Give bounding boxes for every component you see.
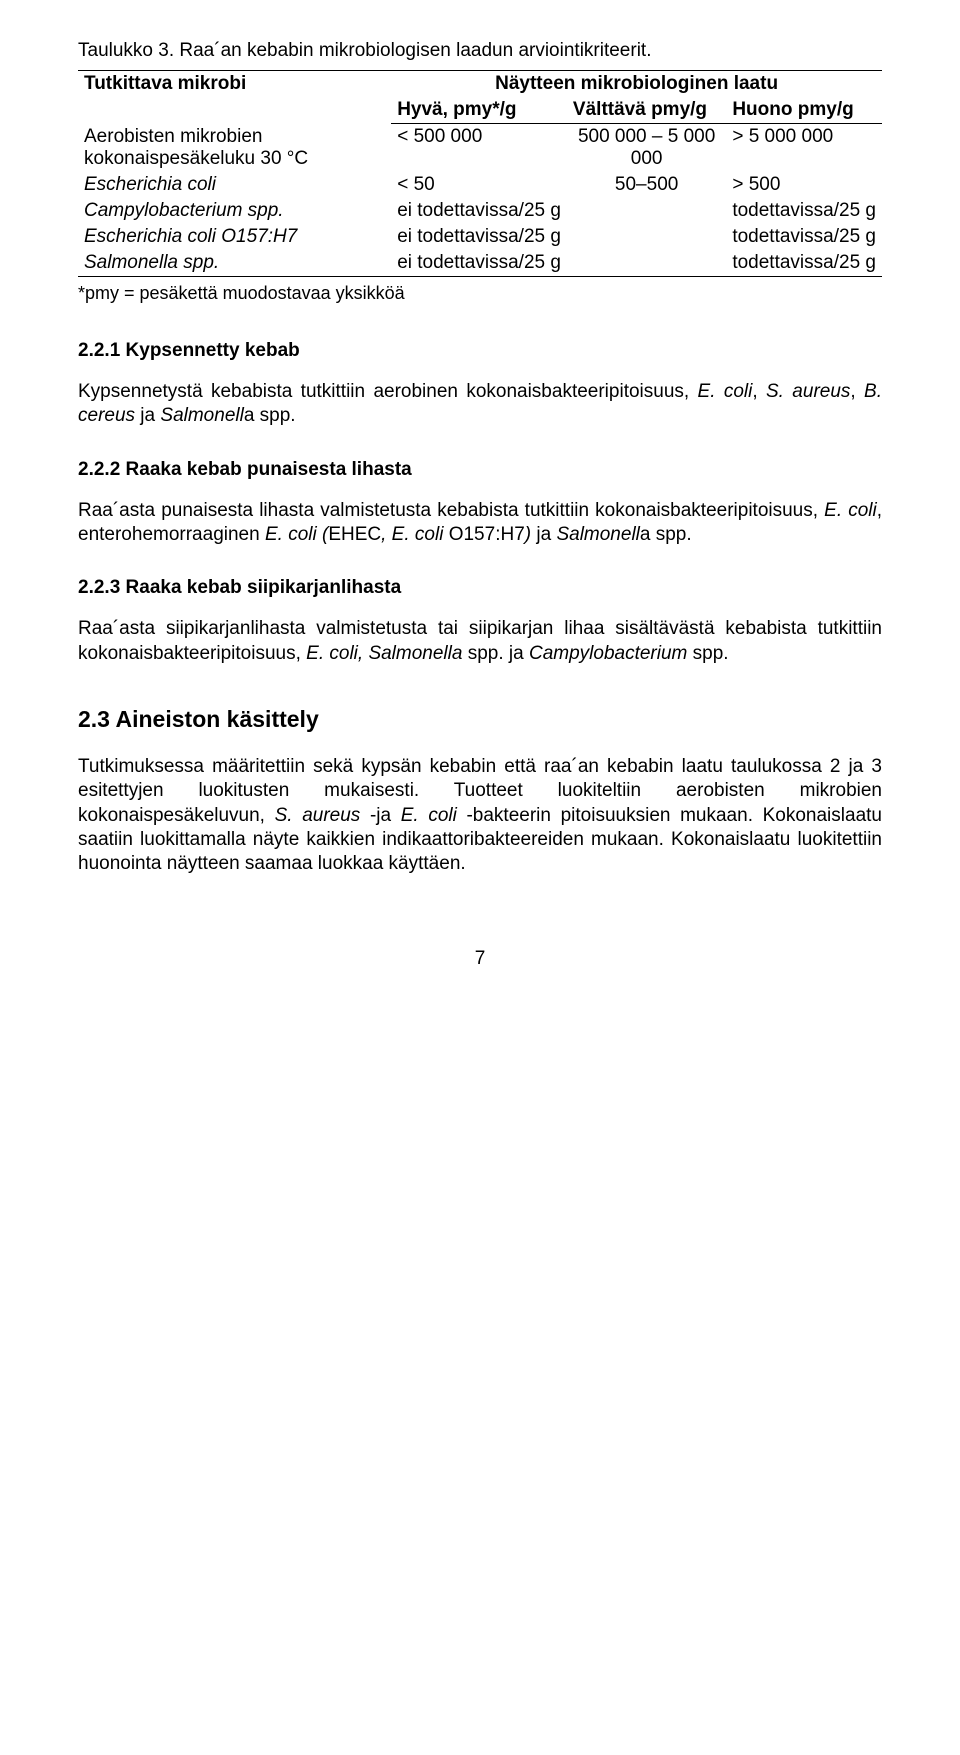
table-row: Escherichia coli O157:H7 ei todettavissa… [78, 224, 882, 250]
cell-poor: todettavissa/25 g [726, 198, 882, 224]
cell-poor: > 5 000 000 [726, 124, 882, 173]
cell-poor: > 500 [726, 172, 882, 198]
section-body-23: Tutkimuksessa määritettiin sekä kypsän k… [78, 755, 882, 877]
section-heading-23: 2.3 Aineiston käsittely [78, 706, 882, 733]
cell-poor: todettavissa/25 g [726, 224, 882, 250]
header-quality-title: Näytteen mikrobiologinen laatu [391, 71, 882, 98]
table-row: Salmonella spp. ei todettavissa/25 g tod… [78, 250, 882, 277]
cell-good: < 500 000 [391, 124, 567, 173]
cell-fair [567, 224, 726, 250]
cell-poor: todettavissa/25 g [726, 250, 882, 277]
section-heading-221: 2.2.1 Kypsennetty kebab [78, 340, 882, 362]
cell-microbe: Aerobisten mikrobien kokonaispesäkeluku … [78, 124, 391, 173]
cell-fair: 500 000 – 5 000 000 [567, 124, 726, 173]
table-footnote: *pmy = pesäkettä muodostavaa yksikköä [78, 283, 882, 304]
table-row: Escherichia coli < 50 50–500 > 500 [78, 172, 882, 198]
header-microbe: Tutkittava mikrobi [78, 71, 391, 124]
cell-good: < 50 [391, 172, 567, 198]
cell-fair: 50–500 [567, 172, 726, 198]
section-body-223: Raa´asta siipikarjanlihasta valmistetust… [78, 617, 882, 666]
cell-good: ei todettavissa/25 g [391, 224, 567, 250]
cell-fair [567, 198, 726, 224]
section-body-222: Raa´asta punaisesta lihasta valmistetust… [78, 499, 882, 548]
cell-fair [567, 250, 726, 277]
cell-microbe: Escherichia coli [78, 172, 391, 198]
table-row: Campylobacterium spp. ei todettavissa/25… [78, 198, 882, 224]
table-row: Aerobisten mikrobien kokonaispesäkeluku … [78, 124, 882, 173]
page-number: 7 [78, 948, 882, 970]
cell-good: ei todettavissa/25 g [391, 250, 567, 277]
section-body-221: Kypsennetystä kebabista tutkittiin aerob… [78, 380, 882, 429]
table-header-row-1: Tutkittava mikrobi Näytteen mikrobiologi… [78, 71, 882, 98]
cell-microbe: Escherichia coli O157:H7 [78, 224, 391, 250]
table-caption: Taulukko 3. Raa´an kebabin mikrobiologis… [78, 40, 882, 62]
header-poor: Huono pmy/g [726, 97, 882, 124]
section-heading-223: 2.2.3 Raaka kebab siipikarjanlihasta [78, 577, 882, 599]
cell-good: ei todettavissa/25 g [391, 198, 567, 224]
section-heading-222: 2.2.2 Raaka kebab punaisesta lihasta [78, 459, 882, 481]
header-fair: Välttävä pmy/g [567, 97, 726, 124]
criteria-table: Tutkittava mikrobi Näytteen mikrobiologi… [78, 70, 882, 277]
cell-microbe: Salmonella spp. [78, 250, 391, 277]
header-good: Hyvä, pmy*/g [391, 97, 567, 124]
page: Taulukko 3. Raa´an kebabin mikrobiologis… [0, 0, 960, 1010]
cell-microbe: Campylobacterium spp. [78, 198, 391, 224]
